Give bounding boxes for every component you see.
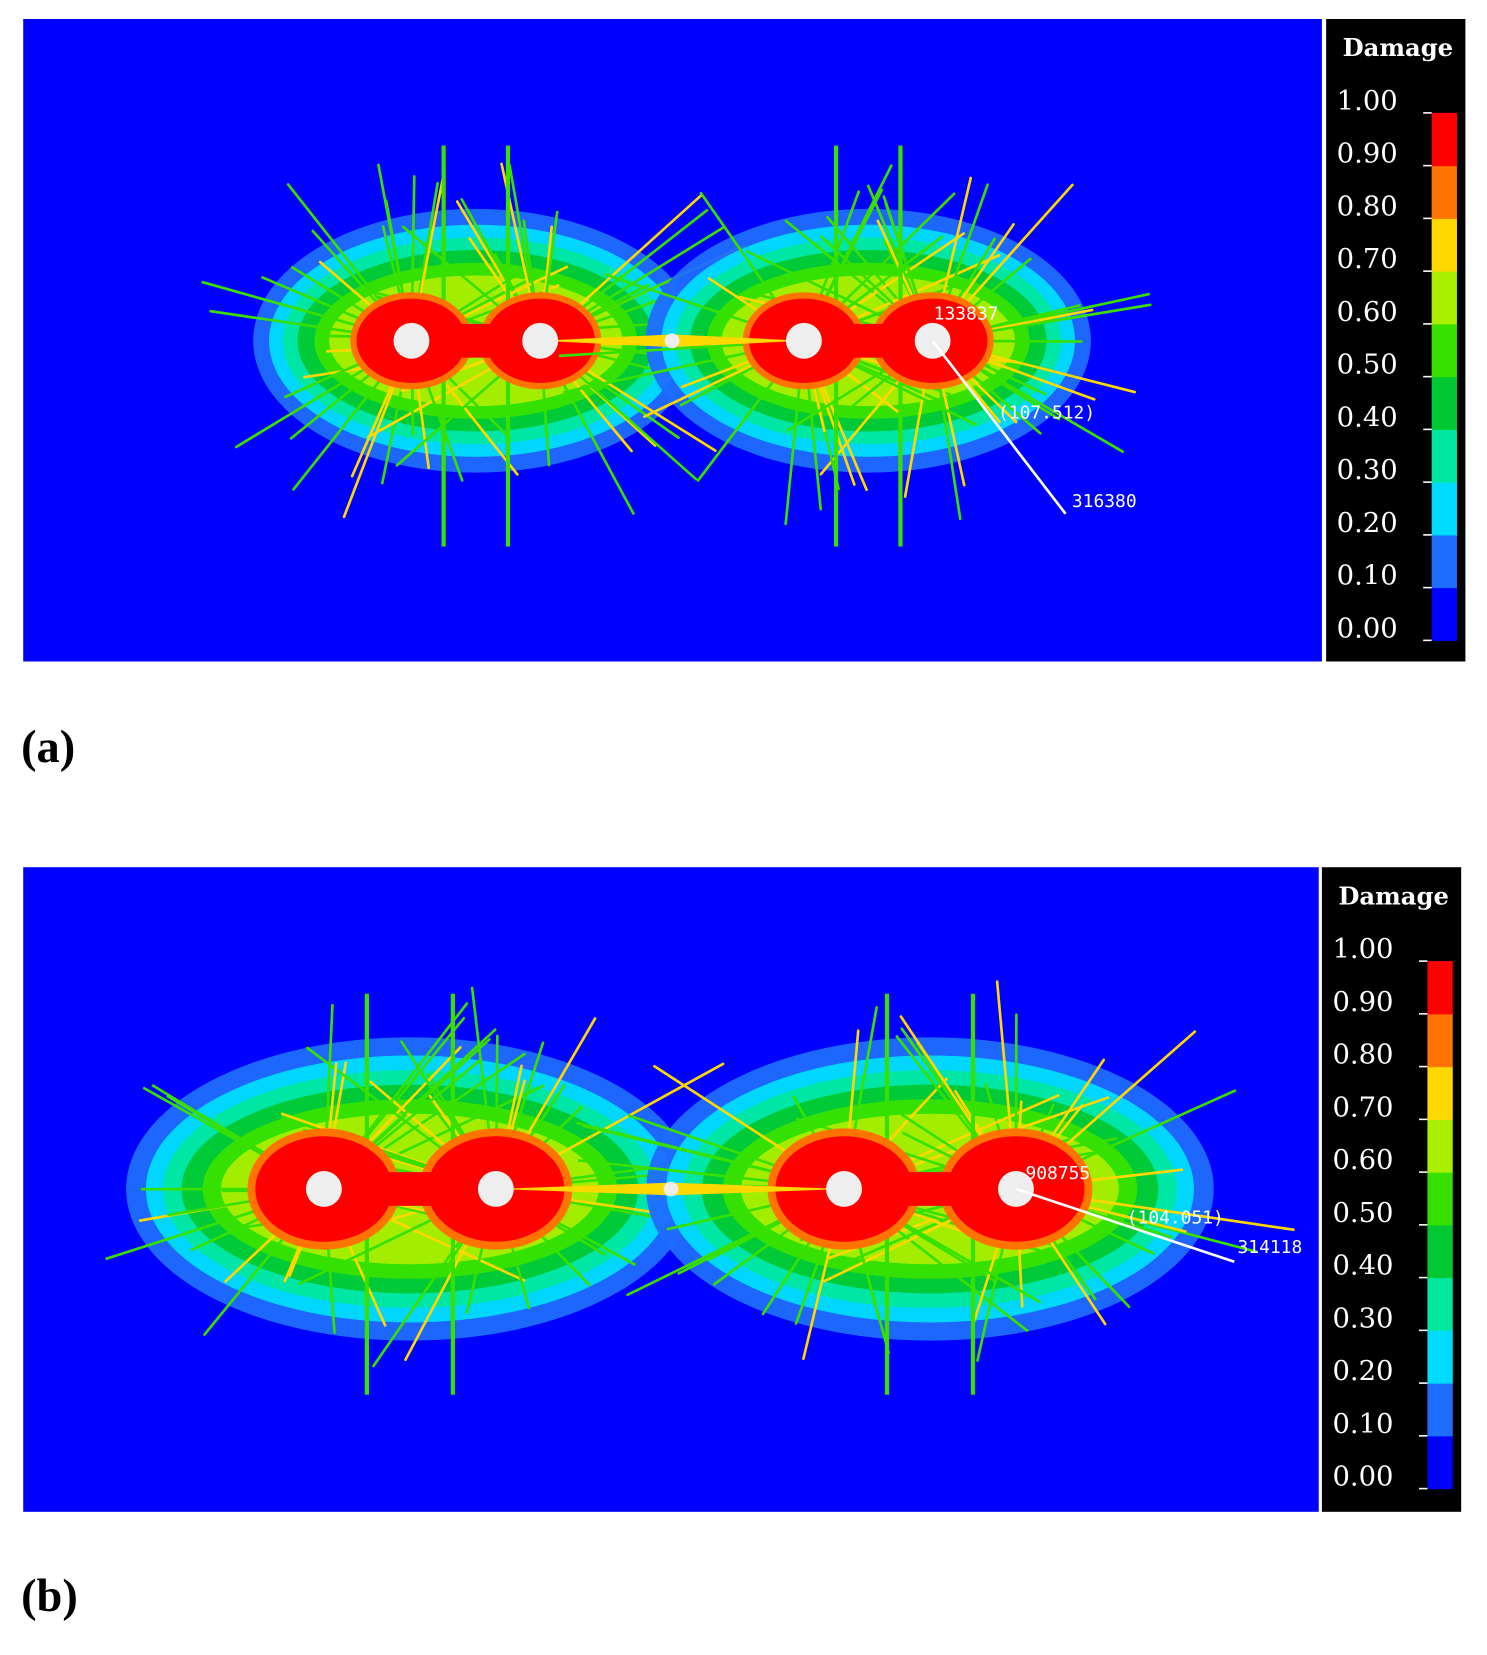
- color-segment: [1427, 961, 1453, 1015]
- measure-line: [931, 339, 1067, 515]
- annotation: (104.051): [1127, 1208, 1224, 1229]
- color-segment: [1427, 1277, 1453, 1331]
- legend-tick-label: 0.80: [1332, 1040, 1393, 1071]
- annotation: 316380: [1072, 491, 1137, 512]
- legend-tick-label: 0.10: [1337, 561, 1398, 592]
- panel: 133837 (107.512) 316380 Damage 1.00 0.90 0.80 0…: [21, 18, 1466, 773]
- borehole: [664, 333, 680, 349]
- legend-tick-label: 0.10: [1332, 1409, 1393, 1440]
- color-segment: [1427, 1172, 1453, 1226]
- damage-core: [411, 323, 541, 358]
- annotation: 133837: [934, 303, 999, 324]
- borehole: [826, 1171, 862, 1207]
- color-segment: [1431, 323, 1457, 378]
- damage-core: [323, 1172, 496, 1206]
- legend-tick-label: 0.70: [1332, 1092, 1393, 1123]
- legend-tick-label: 0.00: [1337, 613, 1398, 644]
- color-segment: [1431, 271, 1457, 325]
- legend-title: Damage: [1343, 33, 1454, 62]
- color-segment: [1427, 1066, 1453, 1120]
- color-segment: [1427, 1435, 1453, 1490]
- borehole: [522, 322, 559, 359]
- annotation: (107.512): [998, 403, 1095, 424]
- borehole: [785, 322, 822, 359]
- legend-tick-label: 0.20: [1332, 1356, 1393, 1387]
- borehole: [393, 322, 430, 359]
- color-segment: [1427, 1013, 1453, 1068]
- color-segment: [1431, 534, 1457, 589]
- legend-tick-label: 0.90: [1337, 139, 1398, 170]
- annotation: 314118: [1238, 1237, 1303, 1258]
- legend-tick-label: 0.40: [1337, 402, 1398, 433]
- borehole: [305, 1171, 342, 1207]
- legend-tick-label: 0.50: [1332, 1198, 1393, 1229]
- legend-tick-label: 0.60: [1337, 297, 1398, 328]
- legend-tick-label: 0.20: [1337, 508, 1398, 539]
- legend-tick-label: 1.00: [1337, 86, 1398, 117]
- color-segment: [1427, 1383, 1453, 1437]
- panel: 908755 (104.051) 314118 Damage 1.00 0.90 0.80 0…: [21, 867, 1462, 1622]
- color-segment: [1431, 429, 1457, 483]
- color-segment: [1427, 1330, 1453, 1384]
- legend-tick-label: 0.00: [1332, 1462, 1393, 1493]
- color-segment: [1431, 165, 1457, 219]
- color-segment: [1431, 218, 1457, 272]
- legend-tick-label: 0.70: [1337, 244, 1398, 275]
- damage-core: [803, 323, 933, 358]
- legend-tick-label: 0.90: [1332, 987, 1393, 1018]
- legend-tick-label: 0.30: [1337, 455, 1398, 486]
- damage-core: [843, 1172, 1016, 1206]
- legend-tick-label: 0.50: [1337, 350, 1398, 381]
- panel-label: (a): [21, 722, 75, 773]
- borehole: [663, 1181, 679, 1197]
- borehole: [998, 1171, 1034, 1207]
- color-segment: [1431, 376, 1457, 430]
- panel-label: (b): [21, 1571, 78, 1622]
- annotation: 908755: [1025, 1163, 1090, 1184]
- legend-tick-label: 0.40: [1332, 1251, 1393, 1282]
- color-segment: [1431, 482, 1457, 536]
- legend-tick-label: 1.00: [1332, 934, 1393, 965]
- color-segment: [1431, 587, 1457, 641]
- legend-tick-label: 0.30: [1332, 1303, 1393, 1334]
- legend-tick-label: 0.60: [1332, 1145, 1393, 1176]
- legend-tick-label: 0.80: [1337, 191, 1398, 222]
- color-segment: [1427, 1119, 1453, 1173]
- legend-title: Damage: [1338, 881, 1449, 910]
- color-segment: [1427, 1224, 1453, 1279]
- borehole: [477, 1171, 514, 1207]
- color-segment: [1431, 112, 1457, 167]
- measure-line: [1015, 1187, 1235, 1264]
